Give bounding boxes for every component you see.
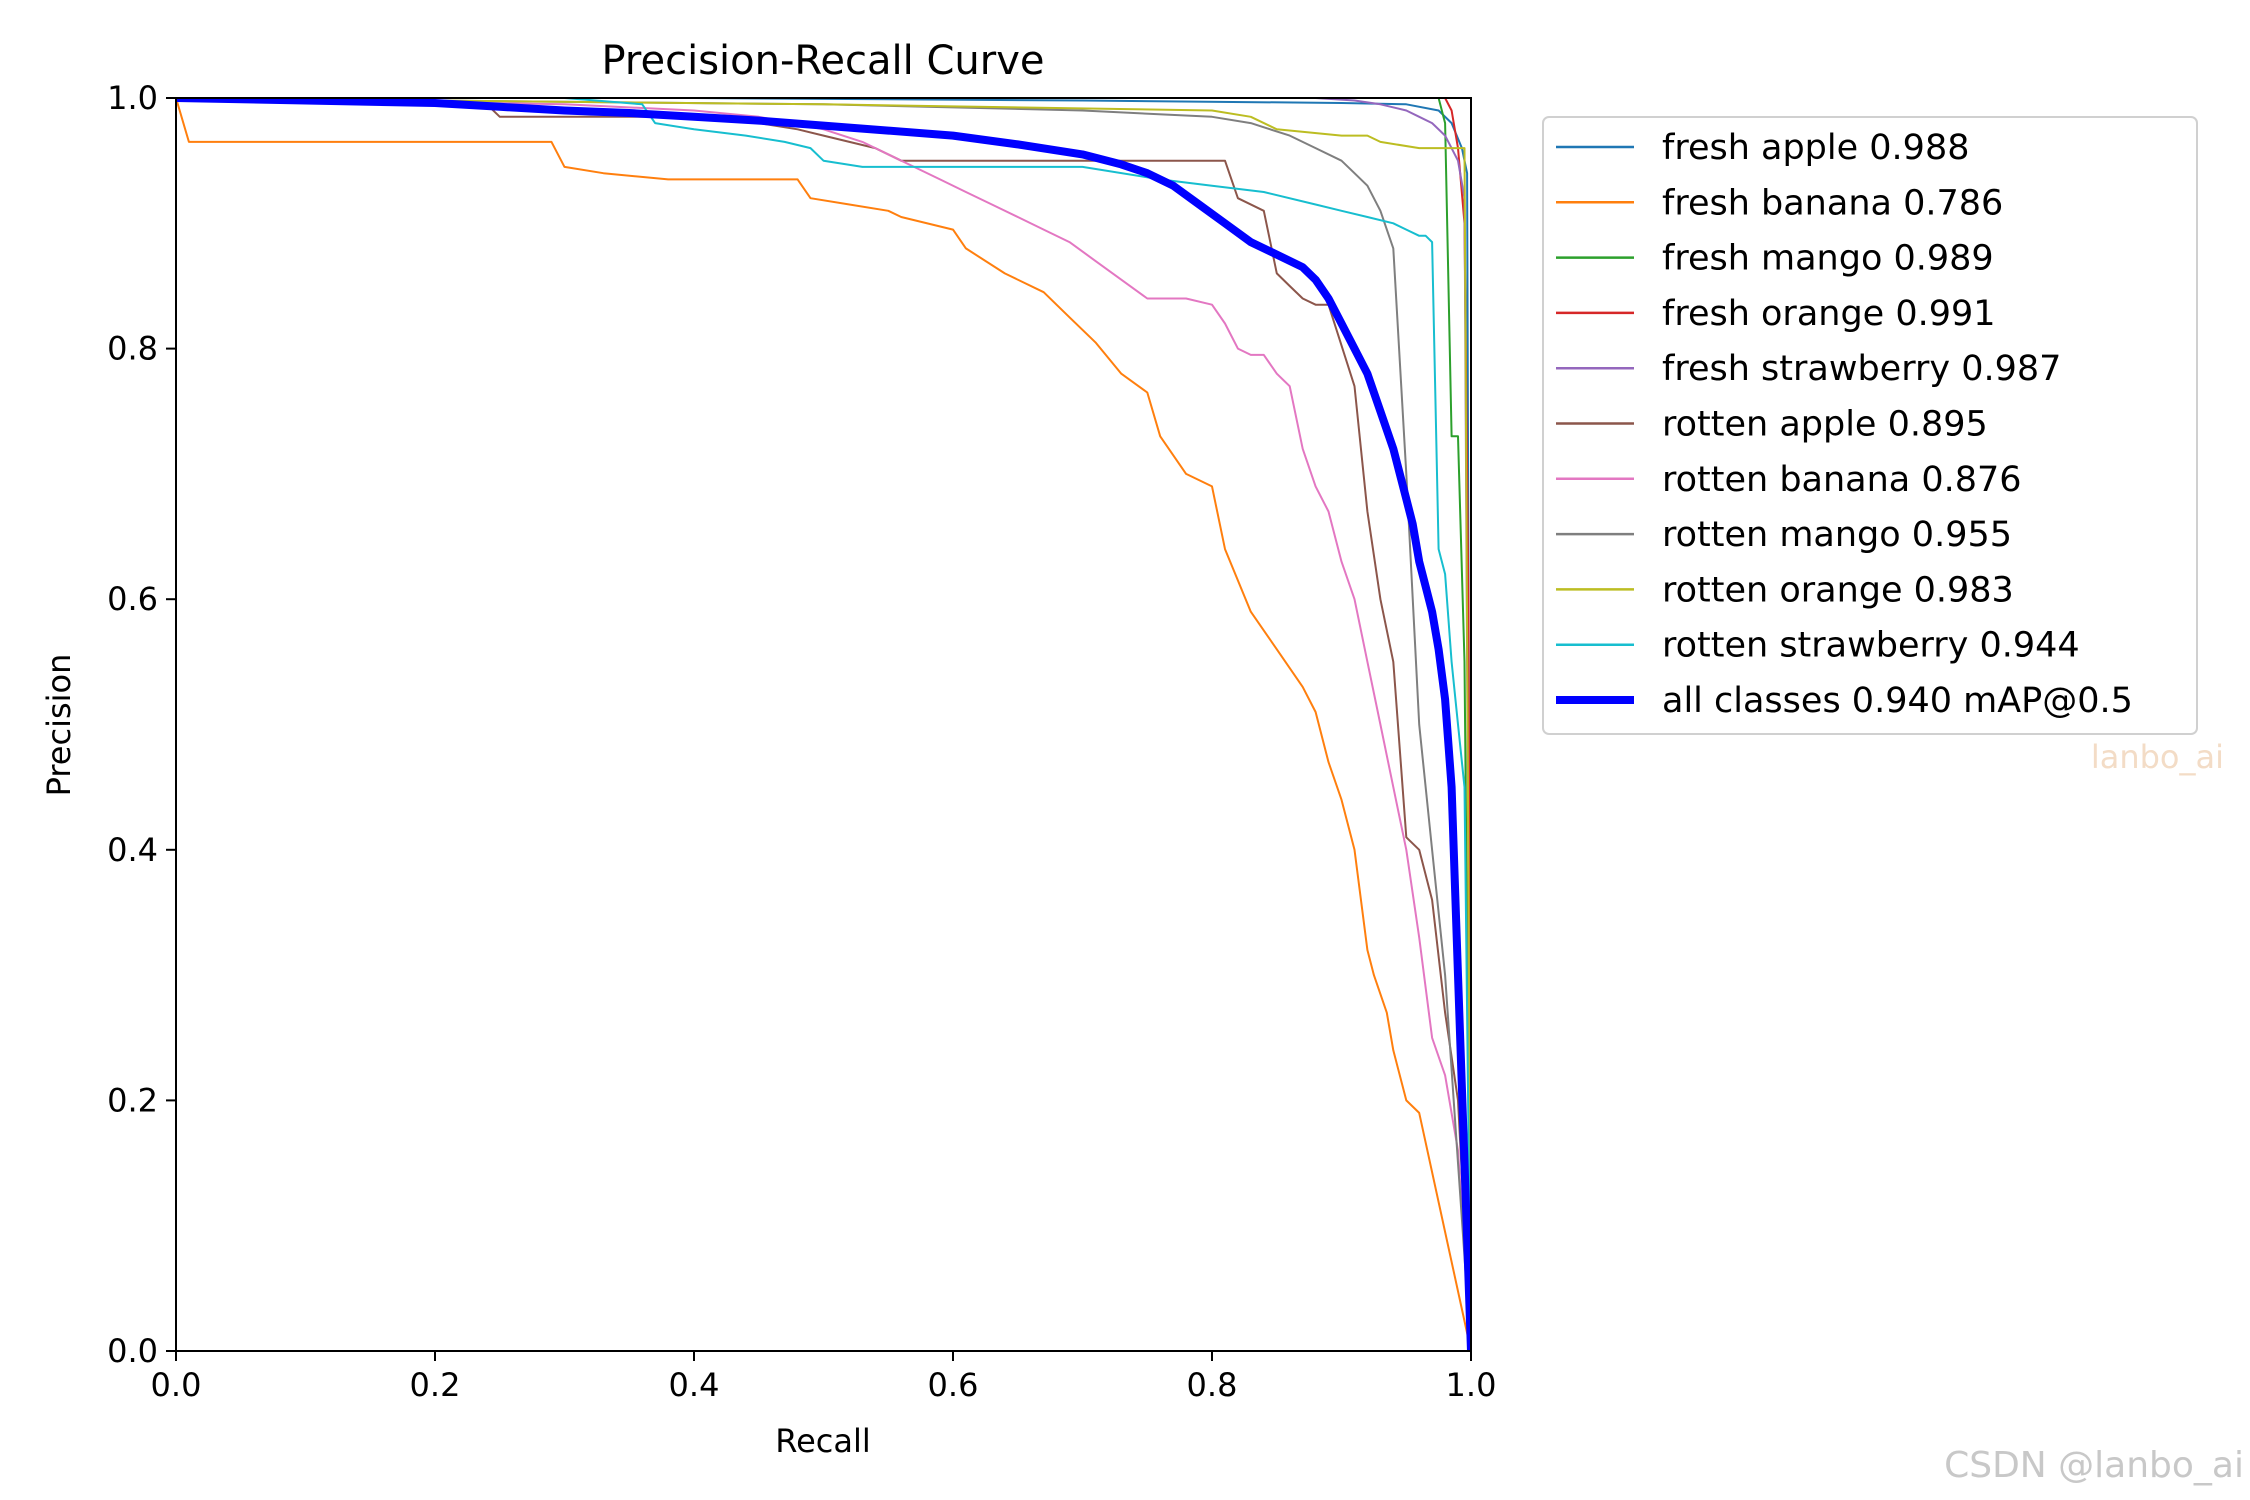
series-lines (176, 98, 1471, 1351)
series-line-9 (176, 98, 1471, 1351)
x-tick-label: 0.0 (151, 1366, 202, 1404)
footer-watermark: CSDN @lanbo_ai (1944, 1445, 2244, 1486)
legend-label-3: fresh orange 0.991 (1662, 294, 1996, 334)
y-tick-label: 0.8 (107, 330, 158, 368)
legend-box (1542, 116, 2198, 735)
y-tick-label: 0.4 (107, 831, 158, 869)
y-axis-ticks: 0.0 0.2 0.4 0.6 0.8 1.0 (107, 79, 176, 1370)
y-tick-label: 0.2 (107, 1081, 158, 1119)
series-line-5 (176, 98, 1471, 1351)
legend-label-2: fresh mango 0.989 (1662, 239, 1994, 279)
y-tick-label: 1.0 (107, 79, 158, 117)
legend-label-0: fresh apple 0.988 (1662, 128, 1969, 168)
x-tick-label: 0.8 (1187, 1366, 1238, 1404)
x-tick-label: 0.6 (928, 1366, 979, 1404)
legend-label-1: fresh banana 0.786 (1662, 183, 2003, 223)
series-line-10 (176, 98, 1471, 1351)
series-line-8 (176, 98, 1471, 1351)
chart-title: Precision-Recall Curve (602, 38, 1045, 84)
x-tick-label: 0.2 (410, 1366, 461, 1404)
series-line-7 (176, 98, 1471, 1351)
series-line-2 (176, 98, 1471, 1351)
plot-frame (175, 97, 1472, 1352)
x-axis-label: Recall (775, 1422, 870, 1460)
series-line-3 (176, 98, 1471, 1351)
x-tick-label: 0.4 (669, 1366, 720, 1404)
series-line-6 (176, 98, 1471, 1351)
legend-label-6: rotten banana 0.876 (1662, 460, 2022, 500)
legend-label-9: rotten strawberry 0.944 (1662, 626, 2080, 666)
y-tick-label: 0.6 (107, 580, 158, 618)
legend-label-7: rotten mango 0.955 (1662, 515, 2012, 555)
legend-label-8: rotten orange 0.983 (1662, 570, 2014, 610)
legend: fresh apple 0.988 fresh banana 0.786 fresh… (1542, 116, 2198, 735)
y-axis-label: Precision (40, 654, 78, 797)
y-tick-label: 0.0 (107, 1332, 158, 1370)
legend-label-5: rotten apple 0.895 (1662, 405, 1988, 445)
x-axis-ticks: 0.0 0.2 0.4 0.6 0.8 1.0 (151, 1351, 1497, 1404)
series-line-4 (176, 98, 1471, 1351)
series-line-0 (176, 98, 1471, 1351)
legend-label-4: fresh strawberry 0.987 (1662, 349, 2061, 389)
legend-label-10: all classes 0.940 mAP@0.5 (1662, 681, 2133, 721)
series-line-1 (176, 98, 1471, 1351)
legend-watermark: lanbo_ai (2091, 738, 2224, 776)
x-tick-label: 1.0 (1446, 1366, 1497, 1404)
